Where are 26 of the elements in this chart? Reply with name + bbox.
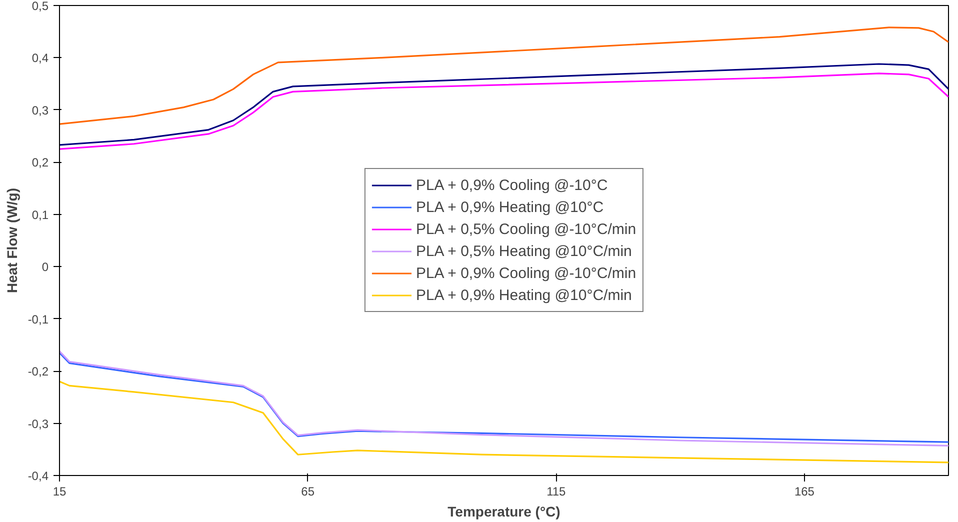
line-series [60,26,948,125]
y-tick-label: 0 [42,260,49,274]
legend-label: PLA + 0,5% Heating @10°C/min [416,242,632,260]
legend-label: PLA + 0,9% Heating @10°C/min [416,286,632,304]
line-series [60,72,948,150]
x-tick-label: 65 [301,484,315,498]
legend-label: PLA + 0,5% Cooling @-10°C/min [416,220,636,238]
y-tick-label: 0,5 [32,0,49,13]
legend-label: PLA + 0,9% Heating @10°C [416,198,604,216]
y-tick-label: -0,1 [28,312,49,326]
x-tick-label: 115 [546,484,566,498]
y-tick-label: 0,1 [32,208,49,222]
y-axis-title: Heat Flow (W/g) [4,188,20,293]
legend-label: PLA + 0,9% Cooling @-10°C [416,176,608,194]
line-series [60,63,948,146]
x-axis-title: Temperature (°C) [448,504,560,520]
legend-label: PLA + 0,9% Cooling @-10°C/min [416,264,636,282]
line-series [60,380,948,464]
y-tick-label: -0,4 [28,469,49,483]
y-tick-label: 0,2 [32,156,49,170]
y-tick-label: 0,3 [32,103,49,118]
y-tick-label: 0,4 [32,51,49,66]
x-tick-label: 165 [794,484,815,498]
y-tick-label: -0,3 [28,416,49,431]
x-tick-label: 15 [52,484,66,498]
y-tick-label: -0,2 [28,364,49,379]
